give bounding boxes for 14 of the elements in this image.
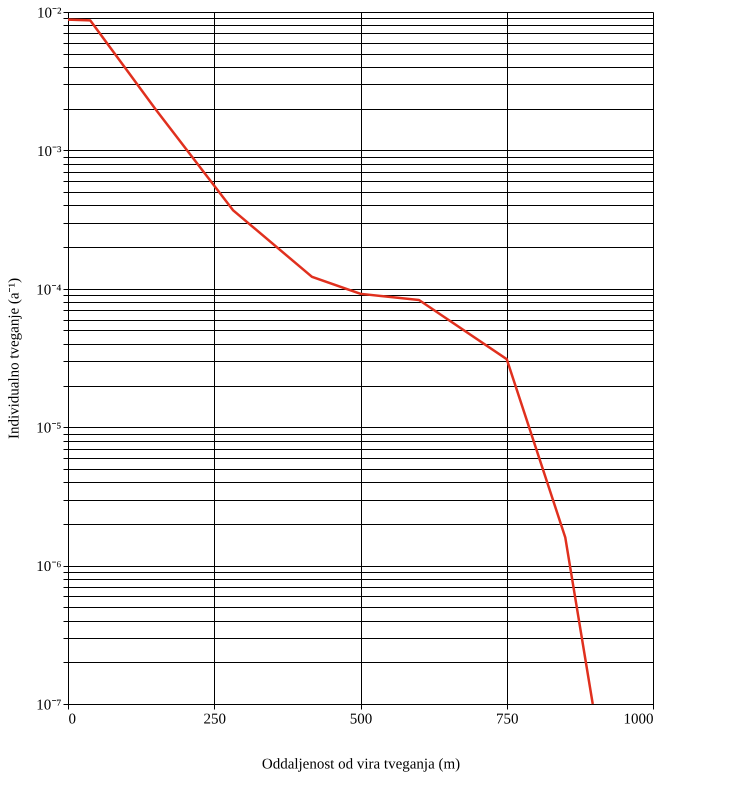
x-tick-label: 750 [496,712,518,728]
x-tick-label: 0 [68,712,76,728]
x-tick-label: 250 [204,712,226,728]
line-series [66,18,594,706]
y-tick-label: 10⁻⁵ [36,420,62,437]
x-tick-label: 500 [350,712,372,728]
y-tick-label: 10⁻³ [37,144,62,160]
y-axis-title: Individualno tveganje (a⁻¹) [6,278,22,440]
y-tick-label: 10⁻⁴ [36,282,62,298]
y-tick-label: 10⁻⁶ [36,559,62,576]
y-tick-label: 10⁻² [37,6,62,22]
x-axis-title: Oddaljenost od vira tveganja (m) [262,756,460,772]
y-tick-label: 10⁻⁷ [36,698,62,714]
x-tick-label: 1000 [624,712,654,728]
